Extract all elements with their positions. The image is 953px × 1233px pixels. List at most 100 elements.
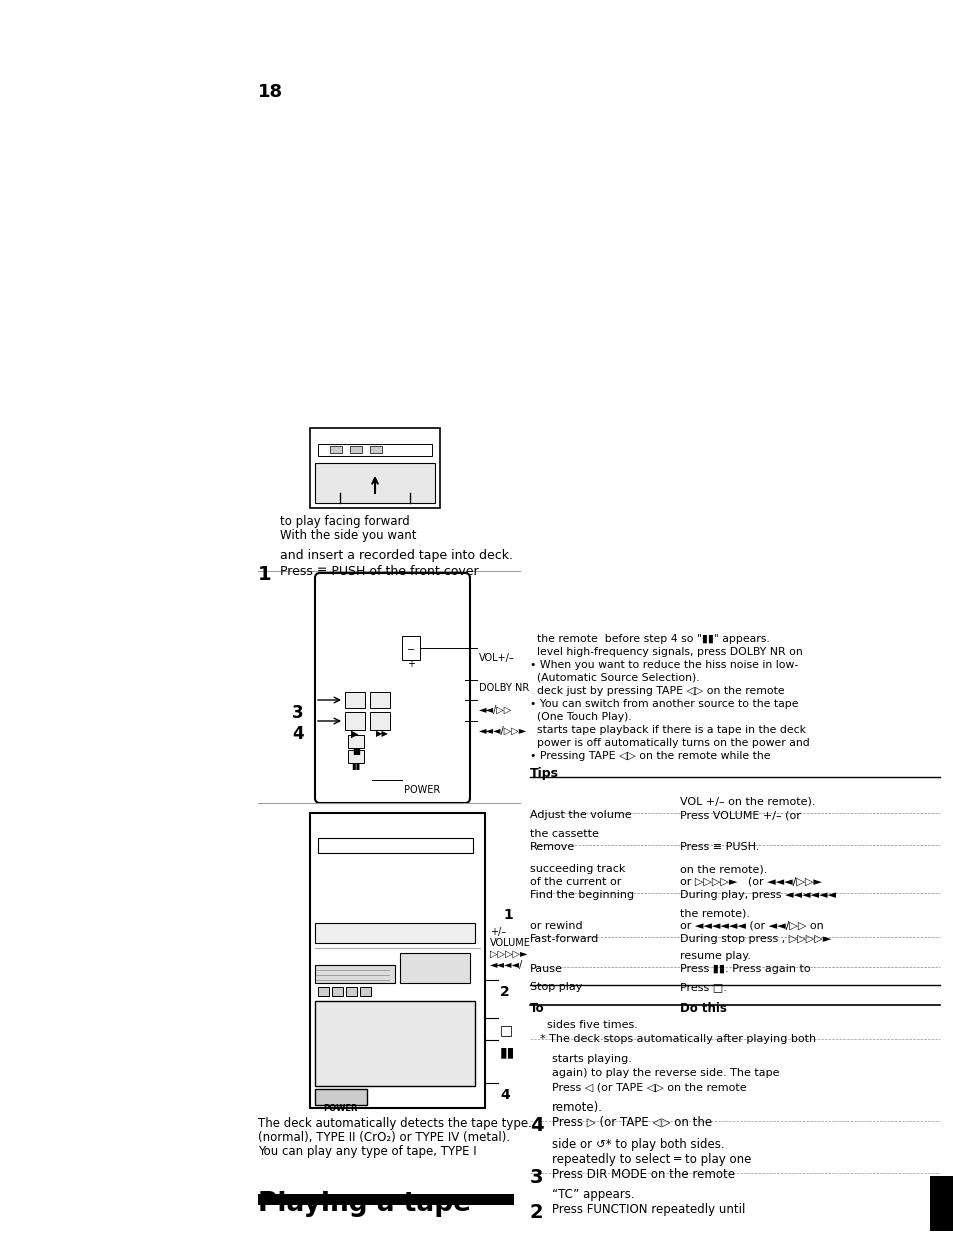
Text: Press FUNCTION repeatedly until: Press FUNCTION repeatedly until [552, 1203, 744, 1216]
Text: −: − [407, 645, 415, 655]
Text: succeeding track: succeeding track [530, 864, 625, 874]
Text: ▷▷▷▷►: ▷▷▷▷► [490, 949, 527, 959]
Text: Do this: Do this [679, 1002, 726, 1015]
Bar [332, 986, 343, 996]
Text: □: □ [499, 1023, 513, 1037]
Text: Stop play: Stop play [530, 981, 581, 993]
Text: • When you want to reduce the hiss noise in low-: • When you want to reduce the hiss noise… [530, 660, 798, 670]
Text: During stop press , ▷▷▷▷►: During stop press , ▷▷▷▷► [679, 935, 830, 944]
Text: +/–: +/– [490, 927, 506, 937]
Bar [348, 735, 364, 748]
Bar [345, 711, 365, 730]
Bar [399, 953, 470, 983]
Bar [929, 1176, 953, 1231]
Text: 1: 1 [502, 907, 512, 922]
Circle shape [353, 771, 371, 789]
Text: POWER: POWER [403, 785, 439, 795]
FancyBboxPatch shape [314, 573, 470, 803]
Bar [370, 711, 390, 730]
Text: starts playing.: starts playing. [552, 1054, 631, 1064]
Bar [359, 986, 371, 996]
Text: VOLUME: VOLUME [490, 938, 530, 948]
Bar [314, 965, 395, 983]
Text: 3: 3 [530, 1168, 543, 1187]
Text: starts tape playback if there is a tape in the deck: starts tape playback if there is a tape … [530, 725, 805, 735]
Bar [401, 636, 419, 660]
Bar [317, 444, 432, 456]
Text: Find the beginning: Find the beginning [530, 890, 634, 900]
Bar [317, 838, 473, 853]
Text: 4: 4 [530, 1116, 543, 1136]
Text: level high-frequency signals, press DOLBY NR on: level high-frequency signals, press DOLB… [530, 647, 801, 657]
Text: the remote  before step 4 so "▮▮" appears.: the remote before step 4 so "▮▮" appears… [530, 634, 769, 644]
Text: resume play.: resume play. [679, 951, 750, 961]
Bar [314, 924, 475, 943]
Text: ▮▮: ▮▮ [499, 1046, 515, 1059]
Text: Press DIR MODE on the remote: Press DIR MODE on the remote [552, 1168, 734, 1181]
Text: DOLBY NR: DOLBY NR [478, 683, 529, 693]
Text: on the remote).: on the remote). [679, 864, 766, 874]
Text: or ▷▷▷▷►   (or ◄◄◄/▷▷►: or ▷▷▷▷► (or ◄◄◄/▷▷► [679, 877, 821, 887]
Text: Playing a tape: Playing a tape [257, 1191, 471, 1217]
Text: and insert a recorded tape into deck.: and insert a recorded tape into deck. [280, 549, 513, 562]
Text: deck just by pressing TAPE ◁▷ on the remote: deck just by pressing TAPE ◁▷ on the rem… [530, 686, 783, 695]
Text: (One Touch Play).: (One Touch Play). [530, 711, 631, 723]
Circle shape [365, 640, 385, 660]
Text: side or ↺* to play both sides.: side or ↺* to play both sides. [552, 1138, 724, 1150]
Text: the cassette: the cassette [530, 829, 598, 838]
Text: ▶: ▶ [351, 729, 358, 739]
Text: remote).: remote). [552, 1101, 602, 1113]
Text: repeatedly to select ═ to play one: repeatedly to select ═ to play one [552, 1153, 751, 1166]
Text: to play facing forward: to play facing forward [280, 515, 410, 528]
Text: 1: 1 [257, 565, 272, 584]
Text: Pause: Pause [530, 964, 562, 974]
Bar [350, 446, 361, 453]
Text: +: + [407, 658, 415, 670]
Text: ◄◄◄◄/: ◄◄◄◄/ [490, 961, 522, 970]
Bar [348, 750, 364, 763]
Text: Press ≡ PUSH of the front cover: Press ≡ PUSH of the front cover [280, 565, 478, 578]
Bar [370, 692, 390, 708]
Text: Press VOLUME +/– (or: Press VOLUME +/– (or [679, 810, 800, 820]
Text: 3: 3 [292, 704, 303, 723]
Text: Adjust the volume: Adjust the volume [530, 810, 631, 820]
Bar [314, 1001, 475, 1086]
Text: Press ≡ PUSH.: Press ≡ PUSH. [679, 842, 759, 852]
Bar [317, 986, 329, 996]
Bar [330, 446, 341, 453]
Text: again) to play the reverse side. The tape: again) to play the reverse side. The tap… [552, 1068, 779, 1078]
Text: You can play any type of tape, TYPE I: You can play any type of tape, TYPE I [257, 1145, 476, 1158]
Bar [314, 1089, 367, 1105]
Text: Press ▮▮. Press again to: Press ▮▮. Press again to [679, 964, 810, 974]
Text: or ◄◄◄◄◄◄ (or ◄◄/▷▷ on: or ◄◄◄◄◄◄ (or ◄◄/▷▷ on [679, 921, 822, 931]
Text: • You can switch from another source to the tape: • You can switch from another source to … [530, 699, 798, 709]
Text: * The deck stops automatically after playing both: * The deck stops automatically after pla… [539, 1034, 815, 1044]
Text: VOL+/–: VOL+/– [478, 653, 515, 663]
Text: Remove: Remove [530, 842, 575, 852]
Text: (normal), TYPE II (CrO₂) or TYPE IV (metal).: (normal), TYPE II (CrO₂) or TYPE IV (met… [257, 1131, 510, 1144]
Bar [314, 464, 435, 503]
Text: Fast-forward: Fast-forward [530, 935, 598, 944]
Text: “TC” appears.: “TC” appears. [552, 1189, 634, 1201]
Text: ■: ■ [352, 747, 359, 756]
Text: Press ◁ (or TAPE ◁▷ on the remote: Press ◁ (or TAPE ◁▷ on the remote [552, 1083, 746, 1092]
Text: power is off automatically turns on the power and: power is off automatically turns on the … [530, 739, 809, 748]
Bar [346, 986, 356, 996]
Text: ◄◄◄/▷▷►: ◄◄◄/▷▷► [478, 726, 527, 736]
Text: 4: 4 [499, 1088, 509, 1102]
Text: 2: 2 [530, 1203, 543, 1222]
Bar [370, 446, 381, 453]
Text: ▶▶: ▶▶ [375, 729, 389, 739]
Text: • Pressing TAPE ◁▷ on the remote while the: • Pressing TAPE ◁▷ on the remote while t… [530, 751, 770, 761]
Text: The deck automatically detects the tape type.: The deck automatically detects the tape … [257, 1117, 532, 1129]
Text: To: To [530, 1002, 544, 1015]
Text: Press ▷ (or TAPE ◁▷ on the: Press ▷ (or TAPE ◁▷ on the [552, 1116, 711, 1129]
Text: 18: 18 [257, 83, 283, 101]
Text: (Automatic Source Selection).: (Automatic Source Selection). [530, 673, 699, 683]
Text: Press □.: Press □. [679, 981, 726, 993]
Text: sides five times.: sides five times. [539, 1020, 638, 1030]
Text: VOL +/– on the remote).: VOL +/– on the remote). [679, 797, 815, 808]
Text: of the current or: of the current or [530, 877, 620, 887]
Text: 2: 2 [499, 985, 509, 999]
Circle shape [353, 628, 396, 672]
